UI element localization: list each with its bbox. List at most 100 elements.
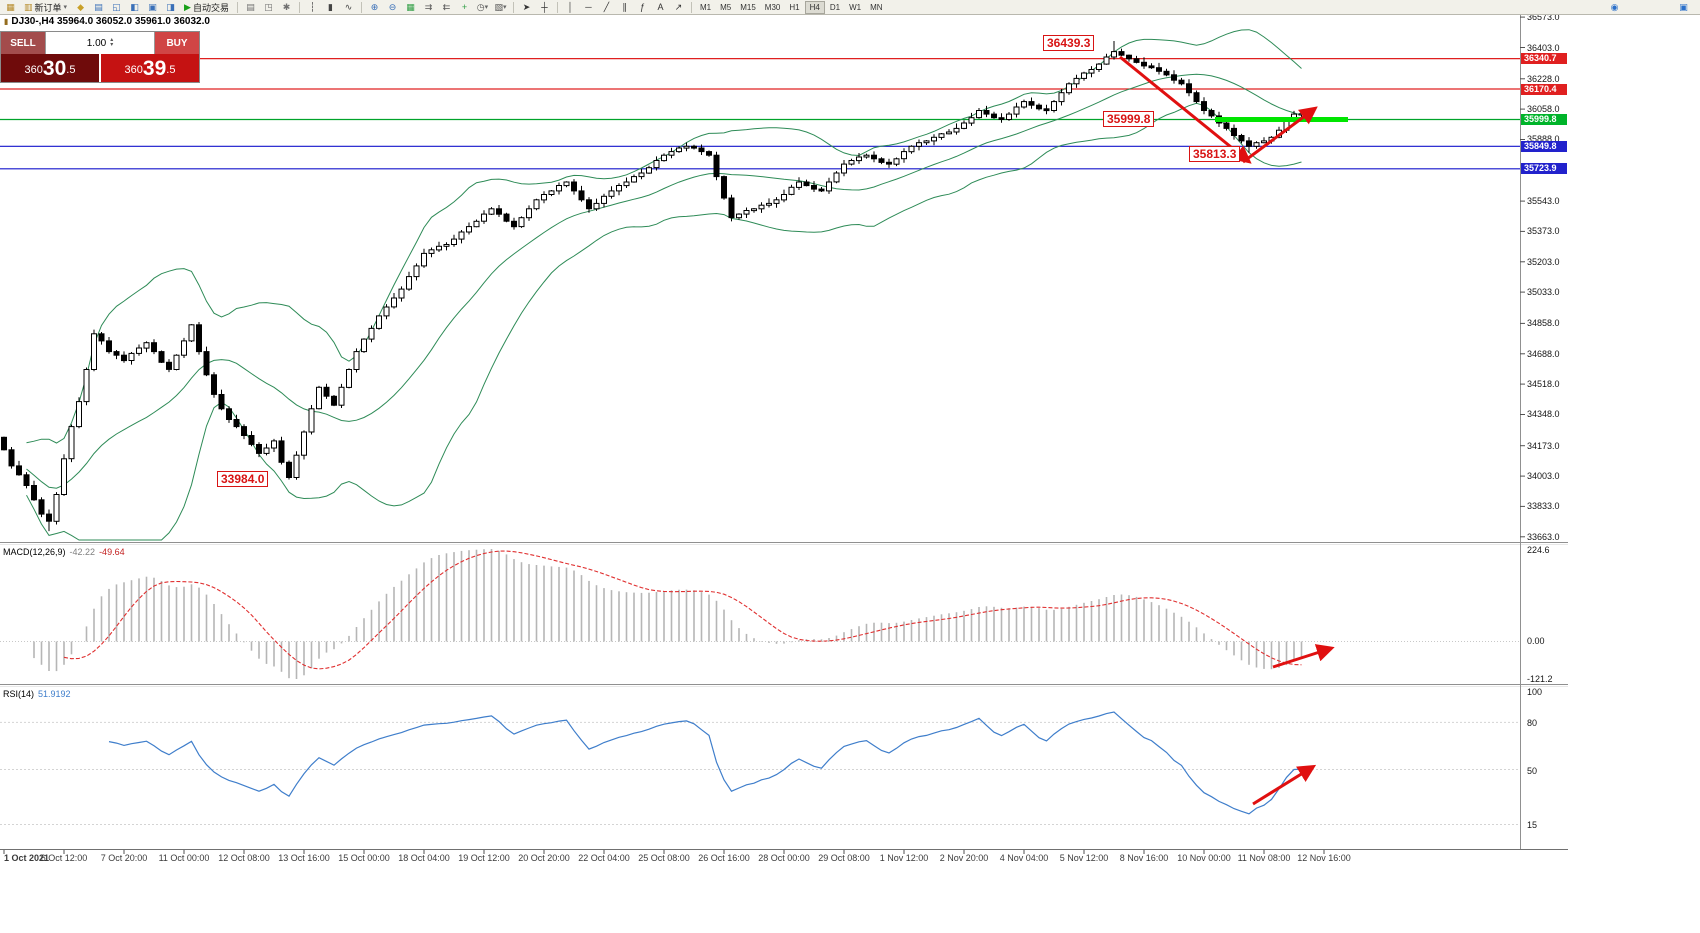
timeframe-m15[interactable]: M15 xyxy=(740,2,756,12)
timeframe-toolbar: M1 M5 M15 M30 H1 H4 D1 W1 MN xyxy=(696,0,887,14)
navigator-icon[interactable]: ◧ xyxy=(126,1,143,14)
toolbar-right-group: ◉ ▣ xyxy=(1606,0,1692,15)
zoom-in-icon-glyph: ⊕ xyxy=(370,1,379,12)
arrows-tool-icon-glyph: ↗ xyxy=(674,1,683,12)
zoom-out-icon-glyph: ⊖ xyxy=(388,1,397,12)
arrows-tool-icon[interactable]: ↗ xyxy=(670,1,687,14)
templates-icon[interactable]: ▧ ▾ xyxy=(492,1,509,14)
vertical-line-icon[interactable]: │ xyxy=(562,1,579,14)
fullscreen-icon-glyph: ◳ xyxy=(264,1,273,12)
volume-increase-button[interactable]: ▴ xyxy=(110,37,114,43)
toolbar-separator xyxy=(690,1,692,13)
print-icon-glyph: ▤ xyxy=(246,1,255,12)
templates-icon-dropdown-arrow: ▾ xyxy=(502,4,507,11)
terminal-icon[interactable]: ▣ xyxy=(144,1,161,14)
zoom-out-icon[interactable]: ⊖ xyxy=(384,1,401,14)
toolbar-separator xyxy=(298,1,300,13)
chart-canvas[interactable] xyxy=(0,0,1568,866)
auto-scroll-icon-glyph: ⇉ xyxy=(424,1,433,12)
new-window-icon[interactable]: ▣ xyxy=(1679,2,1688,12)
one-click-trading-panel: SELL 1.00 ▴ ▾ BUY 360 30.5 360 39.5 xyxy=(0,31,200,83)
horizontal-line-icon-glyph: ─ xyxy=(585,1,592,12)
chart-window-icon[interactable]: ▦ xyxy=(2,1,19,14)
options-icon-glyph: ✱ xyxy=(282,1,291,12)
chart-window-icon-glyph: ▦ xyxy=(6,1,15,12)
new-order-button[interactable]: ▥ 新订单 ▾ xyxy=(20,1,71,14)
bar-chart-icon[interactable]: ┆ xyxy=(304,1,321,14)
volume-field[interactable]: 1.00 ▴ ▾ xyxy=(45,32,155,54)
market-watch-icon[interactable]: ▤ xyxy=(90,1,107,14)
channel-icon-glyph: ∥ xyxy=(622,1,627,12)
print-icon[interactable]: ▤ xyxy=(242,1,259,14)
price-axis[interactable] xyxy=(1521,15,1568,850)
profiles-icon[interactable]: ◆ xyxy=(72,1,89,14)
fibonacci-icon-glyph: ƒ xyxy=(639,1,645,12)
buy-button[interactable]: BUY xyxy=(155,32,199,54)
sell-price[interactable]: 360 30.5 xyxy=(1,54,99,82)
periods-icon[interactable]: ◷ ▾ xyxy=(474,1,491,14)
toolbar-separator xyxy=(236,1,238,13)
templates-icon-glyph: ▧ xyxy=(494,1,503,12)
strategy-tester-icon-glyph: ◨ xyxy=(166,1,175,12)
auto-trading-button[interactable]: ▶ 自动交易 xyxy=(180,1,233,14)
periods-icon-glyph: ◷ xyxy=(476,1,485,12)
terminal-icon-glyph: ▣ xyxy=(148,1,157,12)
trendline-icon[interactable]: ╱ xyxy=(598,1,615,14)
toolbar-left-group: ▦ ▥ 新订单 ▾ ◆ ▤ ◱ ◧ ▣ ◨ ▶ 自动交易 ▤ ◳ ✱ ┆ ▮ ∿ ⊕ ⊖ ▦ ⇉ ⇇ + ◷ ▾ ▧ ▾ ➤ ┼ │ ─ ╱ ∥ ƒ… xyxy=(2,1,695,14)
tile-windows-icon-glyph: ▦ xyxy=(406,1,415,12)
volume-value: 1.00 xyxy=(86,37,107,49)
zoom-in-icon[interactable]: ⊕ xyxy=(366,1,383,14)
sell-button[interactable]: SELL xyxy=(1,32,45,54)
toolbar-separator xyxy=(556,1,558,13)
timeframe-h4[interactable]: H4 xyxy=(804,0,825,14)
bar-chart-icon-glyph: ┆ xyxy=(309,1,316,12)
buy-price[interactable]: 360 39.5 xyxy=(101,54,199,82)
candlestick-chart-icon[interactable]: ▮ xyxy=(322,1,339,14)
crosshair-icon[interactable]: ┼ xyxy=(536,1,553,14)
market-watch-icon-glyph: ▤ xyxy=(94,1,103,12)
new-order-button-dropdown-arrow: ▾ xyxy=(63,4,68,11)
timeframe-m1[interactable]: M1 xyxy=(699,2,712,12)
crosshair-icon-glyph: ┼ xyxy=(541,1,548,12)
timeframe-w1[interactable]: W1 xyxy=(849,2,862,12)
data-window-icon[interactable]: ◱ xyxy=(108,1,125,14)
toolbar-separator xyxy=(360,1,362,13)
timeframe-d1[interactable]: D1 xyxy=(829,2,841,12)
candlestick-chart-icon-glyph: ▮ xyxy=(328,1,333,12)
periods-icon-dropdown-arrow: ▾ xyxy=(484,4,489,11)
tile-windows-icon[interactable]: ▦ xyxy=(402,1,419,14)
options-icon[interactable]: ✱ xyxy=(278,1,295,14)
trendline-icon-glyph: ╱ xyxy=(603,1,610,12)
indicators-icon-glyph: + xyxy=(461,1,468,12)
chart-shift-icon[interactable]: ⇇ xyxy=(438,1,455,14)
text-tool-icon[interactable]: A xyxy=(652,1,669,14)
text-tool-icon-glyph: A xyxy=(657,1,664,12)
vertical-line-icon-glyph: │ xyxy=(567,1,574,12)
volume-decrease-button[interactable]: ▾ xyxy=(110,42,114,48)
fibonacci-icon[interactable]: ƒ xyxy=(634,1,651,14)
fullscreen-icon[interactable]: ◳ xyxy=(260,1,277,14)
new-order-button-glyph: ▥ xyxy=(24,1,33,12)
timeframe-h1[interactable]: H1 xyxy=(789,2,800,12)
rsi-indicator-label: RSI(14) 51.9192 xyxy=(3,689,71,699)
time-axis[interactable] xyxy=(0,850,1520,866)
data-window-icon-glyph: ◱ xyxy=(112,1,121,12)
chart-svg xyxy=(0,15,1568,854)
search-icon[interactable]: ◉ xyxy=(1610,2,1619,12)
horizontal-line-icon[interactable]: ─ xyxy=(580,1,597,14)
channel-icon[interactable]: ∥ xyxy=(616,1,633,14)
cursor-icon[interactable]: ➤ xyxy=(518,1,535,14)
timeframe-m5[interactable]: M5 xyxy=(720,2,732,12)
indicators-icon[interactable]: + xyxy=(456,1,473,14)
profiles-icon-glyph: ◆ xyxy=(77,1,84,12)
auto-scroll-icon[interactable]: ⇉ xyxy=(420,1,437,14)
chart-ohlc-title: ▮ DJ30-,H4 35964.0 36052.0 35961.0 36032.… xyxy=(4,16,210,27)
timeframe-mn[interactable]: MN xyxy=(870,2,883,12)
line-chart-icon-glyph: ∿ xyxy=(344,1,353,12)
cursor-icon-glyph: ➤ xyxy=(522,1,531,12)
line-chart-icon[interactable]: ∿ xyxy=(340,1,357,14)
timeframe-m30[interactable]: M30 xyxy=(764,2,781,12)
strategy-tester-icon[interactable]: ◨ xyxy=(162,1,179,14)
auto-trading-button-glyph: ▶ xyxy=(184,1,191,12)
